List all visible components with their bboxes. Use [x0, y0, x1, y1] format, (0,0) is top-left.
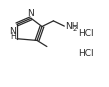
Text: HCl: HCl	[78, 29, 94, 38]
Text: 2: 2	[73, 26, 77, 31]
Text: HCl: HCl	[78, 49, 94, 58]
Text: H: H	[10, 32, 16, 41]
Text: N: N	[9, 27, 16, 36]
Text: N: N	[27, 9, 34, 18]
Text: NH: NH	[65, 22, 79, 31]
